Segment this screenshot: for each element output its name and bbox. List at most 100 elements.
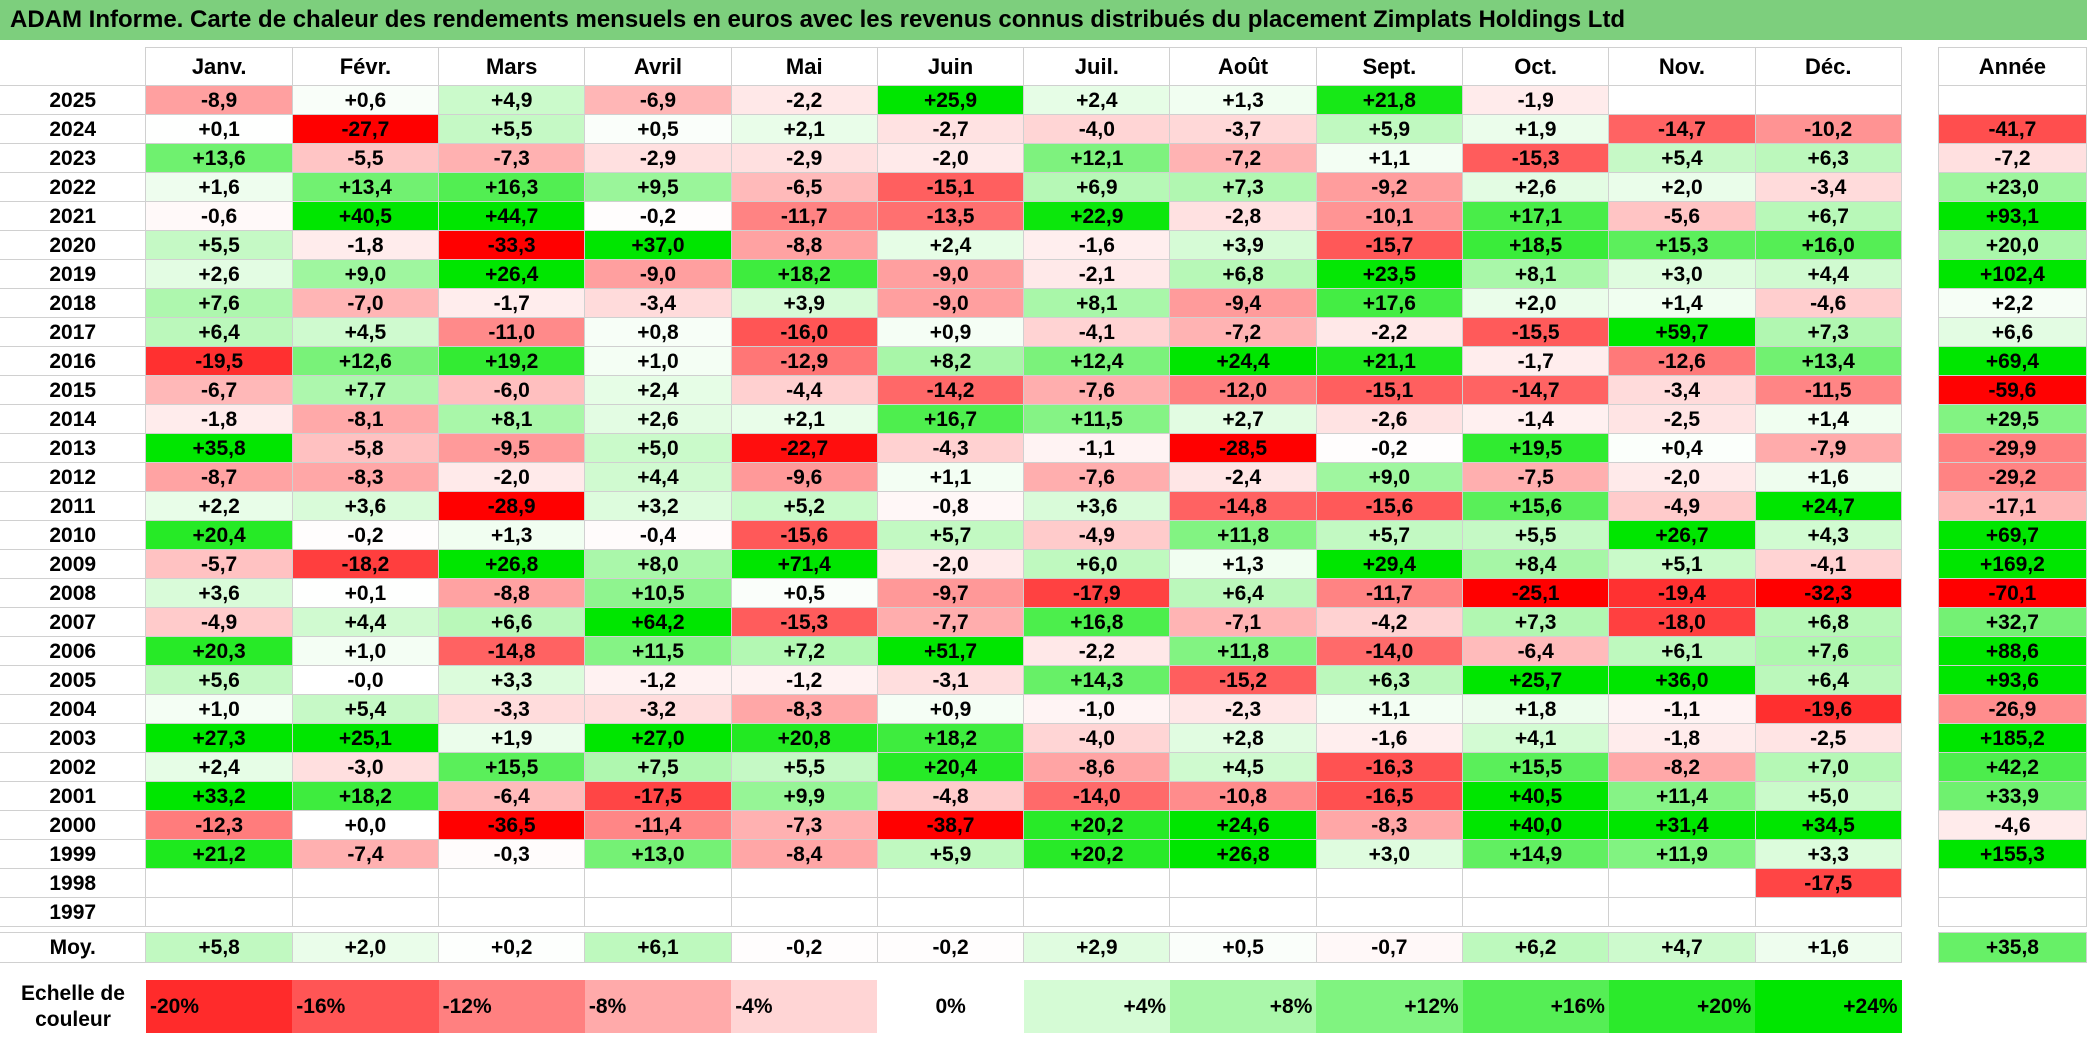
annual-cell: +6,6 (1937, 317, 2087, 347)
heat-cell: +11,5 (584, 636, 732, 666)
color-scale-stop: +20% (1608, 980, 1756, 1033)
annual-cell (1937, 868, 2087, 898)
heat-cell: -0,8 (876, 491, 1025, 521)
heat-cell: +7,2 (730, 636, 878, 666)
table-row: 2012 -8,7 -8,3 -2,0 +4,4 -9,6 +1,1 -7,6 -2,4 +9,0… (0, 462, 2087, 492)
annual-cell: +93,1 (1937, 201, 2087, 231)
heat-cell: +11,4 (1608, 781, 1756, 811)
table-row: 2007 -4,9 +4,4 +6,6 +64,2 -15,3 -7,7 +16,8 -7,1-… (0, 607, 2087, 637)
heat-cell: +0,5 (584, 114, 732, 144)
heat-cell: +35,8 (145, 433, 293, 463)
heat-cell: -1,9 (1462, 85, 1610, 115)
heat-cell: +21,8 (1315, 85, 1464, 115)
heat-cell: +0,9 (876, 317, 1025, 347)
heat-cell: -3,0 (291, 752, 440, 782)
heat-cell: +4,4 (1754, 259, 1902, 289)
year-label: 2001 (0, 781, 147, 811)
heat-cell: +26,7 (1608, 520, 1756, 550)
heat-cell: -6,7 (145, 375, 293, 405)
heat-cell: +1,6 (1754, 462, 1902, 492)
heat-cell: -36,5 (438, 810, 586, 840)
heat-cell: +24,7 (1754, 491, 1902, 521)
heat-cell: +6,0 (1023, 549, 1171, 579)
heat-cell: +18,2 (730, 259, 878, 289)
heat-cell: -15,1 (1315, 375, 1464, 405)
heat-cell: +11,8 (1169, 636, 1317, 666)
table-row: 2011 +2,2 +3,6 -28,9 +3,2 +5,2 -0,8 +3,6 -14,8 -1… (0, 491, 2087, 521)
heat-cell: -7,0 (291, 288, 440, 318)
heat-cell: -2,0 (876, 549, 1025, 579)
heat-cell: +7,3 (1169, 172, 1317, 202)
heat-cell: -4,0 (1023, 114, 1171, 144)
heat-cell: +64,2 (584, 607, 732, 637)
heat-cell: -2,5 (1608, 404, 1756, 434)
heat-cell: +1,8 (1462, 694, 1610, 724)
heat-cell: -4,8 (876, 781, 1025, 811)
annual-cell: +23,0 (1937, 172, 2087, 202)
heat-cell: +2,4 (1023, 85, 1171, 115)
heat-cell: -16,5 (1315, 781, 1464, 811)
year-label: 2023 (0, 143, 147, 173)
heat-cell: +3,6 (145, 578, 293, 608)
table-row: 1997 (0, 897, 2087, 927)
heat-cell: -8,1 (291, 404, 440, 434)
heat-cell: +9,9 (730, 781, 878, 811)
heat-cell: -4,1 (1754, 549, 1902, 579)
average-annual-cell: +35,8 (1937, 932, 2087, 963)
heat-cell: -2,7 (876, 114, 1025, 144)
heat-cell (291, 868, 440, 898)
heat-cell (291, 897, 440, 927)
average-cell: +0,2 (438, 932, 586, 963)
heat-cell: -9,0 (876, 259, 1025, 289)
heat-cell: +26,4 (438, 259, 586, 289)
heat-cell: +0,4 (1608, 433, 1756, 463)
heat-cell: -6,4 (438, 781, 586, 811)
heat-cell: +2,1 (730, 114, 878, 144)
year-label: 2005 (0, 665, 147, 695)
heat-cell: +12,4 (1023, 346, 1171, 376)
heat-cell: -7,7 (876, 607, 1025, 637)
month-header: Mai (730, 47, 878, 86)
heat-cell: -7,6 (1023, 375, 1171, 405)
year-label: 2017 (0, 317, 147, 347)
month-header: Juil. (1023, 47, 1171, 86)
table-row: 2002 +2,4 -3,0 +15,5 +7,5 +5,5 +20,4 -8,6 +4,5 -1… (0, 752, 2087, 782)
heat-cell: -8,6 (1023, 752, 1171, 782)
color-scale-stop: +12% (1316, 980, 1463, 1033)
annual-cell: -7,2 (1937, 143, 2087, 173)
heat-cell: +6,6 (438, 607, 586, 637)
heat-cell: -1,1 (1023, 433, 1171, 463)
average-cell: +1,6 (1754, 932, 1902, 963)
heat-cell: +2,6 (1462, 172, 1610, 202)
heat-cell: +20,4 (876, 752, 1025, 782)
heat-cell: +13,4 (291, 172, 440, 202)
heat-cell: -18,2 (291, 549, 440, 579)
heat-cell: -9,4 (1169, 288, 1317, 318)
heat-cell: +23,5 (1315, 259, 1464, 289)
heat-cell: -8,3 (730, 694, 878, 724)
heat-cell: +1,3 (438, 520, 586, 550)
heat-cell: +5,0 (584, 433, 732, 463)
heat-cell: -1,8 (145, 404, 293, 434)
heat-cell: +8,0 (584, 549, 732, 579)
heat-cell: -12,6 (1608, 346, 1756, 376)
heat-cell: -22,7 (730, 433, 878, 463)
annual-cell: +69,4 (1937, 346, 2087, 376)
heat-cell: +4,5 (1169, 752, 1317, 782)
heat-cell: +5,5 (438, 114, 586, 144)
table-row: 1998 -17,5 (0, 868, 2087, 898)
heat-cell: -12,3 (145, 810, 293, 840)
average-row: Moy. +5,8 +2,0 +0,2 +6,1 -0,2 -0,2 +2,9 +0,5 -0,7… (0, 932, 2087, 963)
gap-cell (1901, 898, 1938, 927)
heat-cell: +3,3 (438, 665, 586, 695)
heat-cell: +13,4 (1754, 346, 1902, 376)
annual-cell (1937, 85, 2087, 115)
heat-cell: -2,4 (1169, 462, 1317, 492)
table-row: 2010 +20,4 -0,2 +1,3 -0,4 -15,6 +5,7 -4,9 +11,8 +… (0, 520, 2087, 550)
heat-cell: +6,8 (1169, 259, 1317, 289)
heat-cell: -5,7 (145, 549, 293, 579)
table-row: 2024 +0,1 -27,7 +5,5 +0,5 +2,1 -2,7 -4,0 -3,7 +5,… (0, 114, 2087, 144)
year-label: 2013 (0, 433, 147, 463)
gap-cell (1901, 405, 1938, 434)
gap-cell (1901, 86, 1938, 115)
